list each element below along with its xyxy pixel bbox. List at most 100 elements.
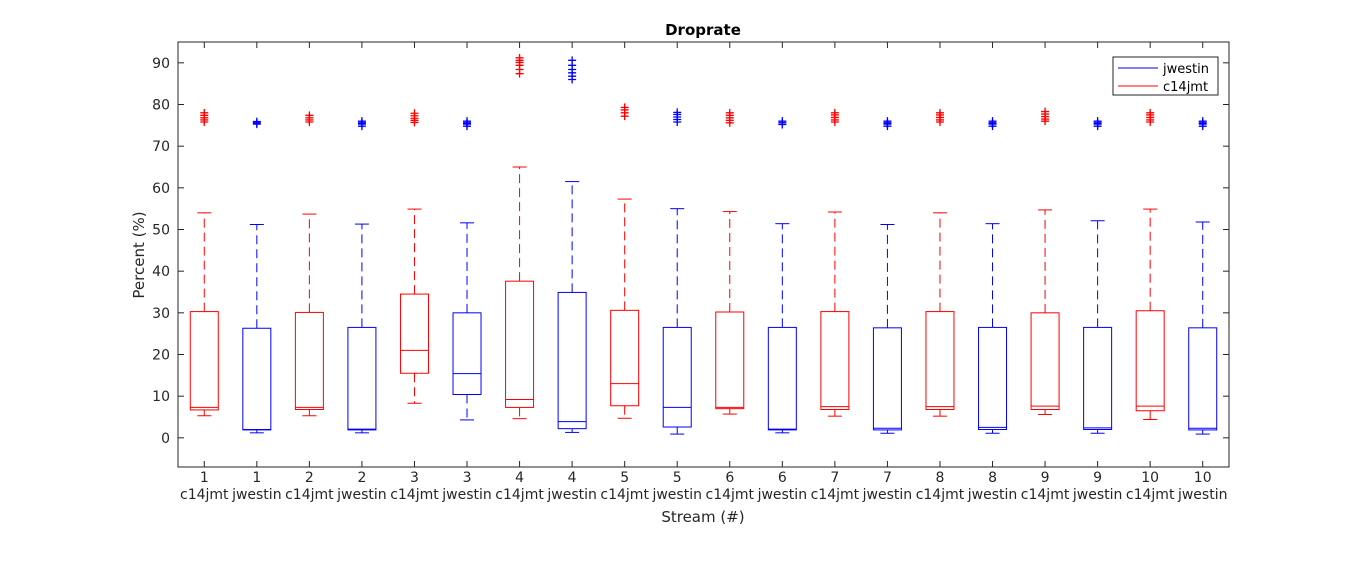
x-tick-label-stream: 8 <box>988 470 997 486</box>
x-tick-label-stream: 10 <box>1194 470 1212 486</box>
outlier-marker <box>252 117 261 126</box>
x-tick-label-group: jwestin <box>1072 487 1123 503</box>
x-tick-label-group: c14jmt <box>1021 487 1070 503</box>
x-tick-label-group: c14jmt <box>916 487 965 503</box>
box-jwestin-stream-2 <box>347 117 377 434</box>
y-tick-label: 40 <box>152 264 170 280</box>
outlier-marker <box>568 56 577 65</box>
iqr-box <box>1030 312 1060 411</box>
box-c14jmt-stream-9 <box>1030 107 1060 415</box>
x-tick-label-group: jwestin <box>651 487 702 503</box>
x-tick-label-stream: 5 <box>620 470 629 486</box>
x-tick-label-group: jwestin <box>231 487 282 503</box>
outlier-marker <box>410 109 419 118</box>
outlier-marker <box>620 103 629 112</box>
x-tick-label-stream: 9 <box>1041 470 1050 486</box>
box-jwestin-stream-8 <box>978 117 1008 434</box>
chart-title: Droprate <box>665 21 741 39</box>
y-tick-label: 60 <box>152 181 170 197</box>
x-tick-label-group: c14jmt <box>495 487 544 503</box>
iqr-box <box>347 326 377 431</box>
x-tick-label-group: jwestin <box>967 487 1018 503</box>
y-tick-label: 80 <box>152 98 170 114</box>
y-tick-label: 20 <box>152 348 170 364</box>
x-tick-label-group: jwestin <box>757 487 808 503</box>
x-tick-label-stream: 10 <box>1141 470 1159 486</box>
x-tick-label-group: c14jmt <box>1126 487 1175 503</box>
box-c14jmt-stream-1 <box>189 108 219 417</box>
box-jwestin-stream-4 <box>557 56 587 433</box>
x-tick-label-stream: 1 <box>200 470 209 486</box>
legend-label-c14jmt: c14jmt <box>1163 80 1208 95</box>
iqr-box <box>715 311 745 410</box>
x-tick-label-stream: 9 <box>1093 470 1102 486</box>
outlier-marker <box>725 108 734 117</box>
iqr-box <box>820 311 850 411</box>
box-c14jmt-stream-6 <box>715 108 745 415</box>
iqr-box <box>189 311 219 411</box>
iqr-box <box>872 327 902 431</box>
x-tick-label-group: c14jmt <box>706 487 755 503</box>
outlier-marker <box>305 111 314 120</box>
x-axis: 1c14jmt1jwestin2c14jmt2jwestin3c14jmt3jw… <box>180 42 1227 503</box>
y-tick-label: 90 <box>152 56 170 72</box>
x-tick-label-stream: 7 <box>830 470 839 486</box>
x-tick-label-stream: 6 <box>778 470 787 486</box>
x-tick-label-group: jwestin <box>546 487 597 503</box>
box-c14jmt-stream-5 <box>610 103 640 419</box>
box-c14jmt-stream-10 <box>1135 108 1165 420</box>
outlier-marker <box>1198 117 1207 126</box>
legend-label-jwestin: jwestin <box>1162 62 1209 77</box>
outlier-marker <box>935 108 944 117</box>
iqr-box <box>1083 326 1113 430</box>
outlier-marker <box>1093 117 1102 126</box>
x-axis-label: Stream (#) <box>661 508 744 526</box>
x-tick-label-stream: 2 <box>305 470 314 486</box>
y-tick-label: 50 <box>152 223 170 239</box>
x-tick-label-group: jwestin <box>1177 487 1228 503</box>
x-tick-label-stream: 3 <box>463 470 472 486</box>
y-axis-label: Percent (%) <box>130 211 148 298</box>
box-c14jmt-stream-8 <box>925 108 955 417</box>
x-tick-label-stream: 3 <box>410 470 419 486</box>
outlier-marker <box>1041 107 1050 116</box>
outlier-marker <box>778 117 787 126</box>
y-tick-label: 10 <box>152 389 170 405</box>
x-tick-label-group: c14jmt <box>390 487 439 503</box>
iqr-box <box>925 311 955 411</box>
iqr-box <box>610 309 640 407</box>
x-tick-label-group: jwestin <box>441 487 492 503</box>
box-jwestin-stream-5 <box>662 108 692 435</box>
legend: jwestin c14jmt <box>1112 56 1219 96</box>
x-tick-label-group: c14jmt <box>285 487 334 503</box>
x-tick-label-group: c14jmt <box>600 487 649 503</box>
iqr-box <box>557 291 587 430</box>
iqr-box <box>662 326 692 428</box>
y-tick-label: 30 <box>152 306 170 322</box>
y-axis: 0 10 20 30 40 50 60 70 80 90 <box>152 56 1229 447</box>
iqr-box <box>1135 310 1165 412</box>
x-tick-label-stream: 2 <box>357 470 366 486</box>
box-c14jmt-stream-3 <box>399 109 429 404</box>
iqr-box <box>452 312 482 396</box>
x-tick-label-stream: 4 <box>515 470 524 486</box>
x-tick-label-stream: 8 <box>936 470 945 486</box>
box-jwestin-stream-7 <box>872 117 902 434</box>
outlier-marker <box>515 53 524 62</box>
iqr-box <box>767 326 797 431</box>
box-c14jmt-stream-7 <box>820 108 850 417</box>
box-jwestin-stream-3 <box>452 117 482 421</box>
y-tick-label: 0 <box>161 431 170 447</box>
iqr-box <box>294 311 324 410</box>
x-tick-label-group: jwestin <box>336 487 387 503</box>
plot-area <box>177 41 1230 468</box>
box-jwestin-stream-9 <box>1083 117 1113 434</box>
x-tick-label-stream: 4 <box>568 470 577 486</box>
iqr-box <box>505 280 535 408</box>
x-tick-label-group: c14jmt <box>811 487 860 503</box>
outlier-marker <box>883 117 892 126</box>
box-c14jmt-stream-4 <box>505 53 535 420</box>
outlier-marker <box>357 117 366 126</box>
box-jwestin-stream-10 <box>1188 117 1218 435</box>
